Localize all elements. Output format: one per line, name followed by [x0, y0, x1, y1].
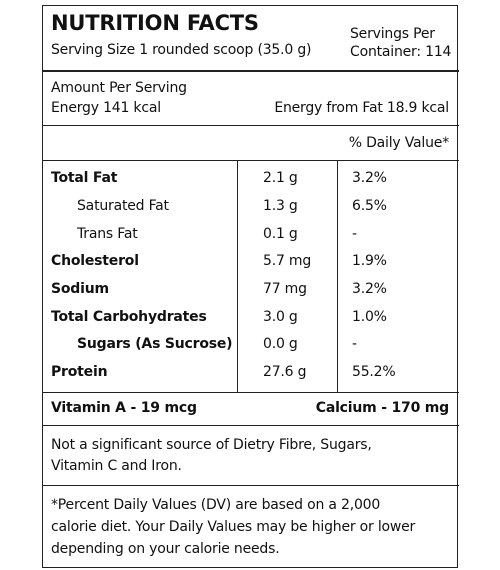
- energy-from-fat: Energy from Fat 18.9 kcal: [274, 100, 449, 116]
- daily-value: 55.2%: [352, 364, 396, 380]
- divider: [42, 485, 459, 486]
- nutrient: Protein: [51, 364, 108, 380]
- nutrient: Saturated Fat: [77, 198, 169, 214]
- serving-size: Serving Size 1 rounded scoop (35.0 g): [51, 42, 312, 58]
- daily-value-header: % Daily Value*: [348, 135, 449, 151]
- nutrient: Sugars (As Sucrose): [77, 336, 233, 352]
- note: Not a significant source of Dietry Fibre…: [51, 437, 372, 453]
- title: NUTRITION FACTS: [51, 11, 259, 35]
- column-line: [237, 160, 238, 392]
- nutrient: Total Carbohydrates: [51, 309, 207, 325]
- amount: 5.7 mg: [263, 253, 312, 269]
- amount: 77 mg: [263, 281, 307, 297]
- energy: Energy 141 kcal: [51, 100, 161, 116]
- divider: [42, 425, 459, 426]
- divider: [42, 392, 459, 393]
- divider: [42, 160, 459, 161]
- divider: [42, 70, 459, 72]
- daily-value: 1.9%: [352, 253, 387, 269]
- daily-value: 3.2%: [352, 170, 387, 186]
- daily-value: 1.0%: [352, 309, 387, 325]
- amount: 1.3 g: [263, 198, 298, 214]
- amount: 27.6 g: [263, 364, 307, 380]
- amount: 0.0 g: [263, 336, 298, 352]
- amount: 3.0 g: [263, 309, 298, 325]
- nutrient: Total Fat: [51, 170, 118, 186]
- amount: 0.1 g: [263, 226, 298, 242]
- note: Vitamin C and Iron.: [51, 458, 182, 474]
- amount-label: Amount Per Serving: [51, 80, 187, 96]
- servings-per: Servings Per: [350, 26, 435, 42]
- nutrient: Cholesterol: [51, 253, 139, 269]
- amount: 2.1 g: [263, 170, 298, 186]
- servings-per: Container: 114: [350, 44, 452, 60]
- nutrient: Trans Fat: [77, 226, 138, 242]
- vitamin-a: Vitamin A - 19 mcg: [51, 400, 197, 416]
- nutrient: Sodium: [51, 281, 109, 297]
- daily-value: 6.5%: [352, 198, 387, 214]
- daily-value: 3.2%: [352, 281, 387, 297]
- footnote: depending on your calorie needs.: [51, 541, 280, 557]
- divider: [42, 125, 459, 126]
- footnote: calorie diet. Your Daily Values may be h…: [51, 519, 416, 535]
- footnote: *Percent Daily Values (DV) are based on …: [51, 497, 381, 513]
- column-line: [337, 160, 338, 392]
- calcium: Calcium - 170 mg: [315, 400, 449, 416]
- label-border: [42, 5, 458, 568]
- daily-value: -: [352, 336, 357, 352]
- daily-value: -: [352, 226, 357, 242]
